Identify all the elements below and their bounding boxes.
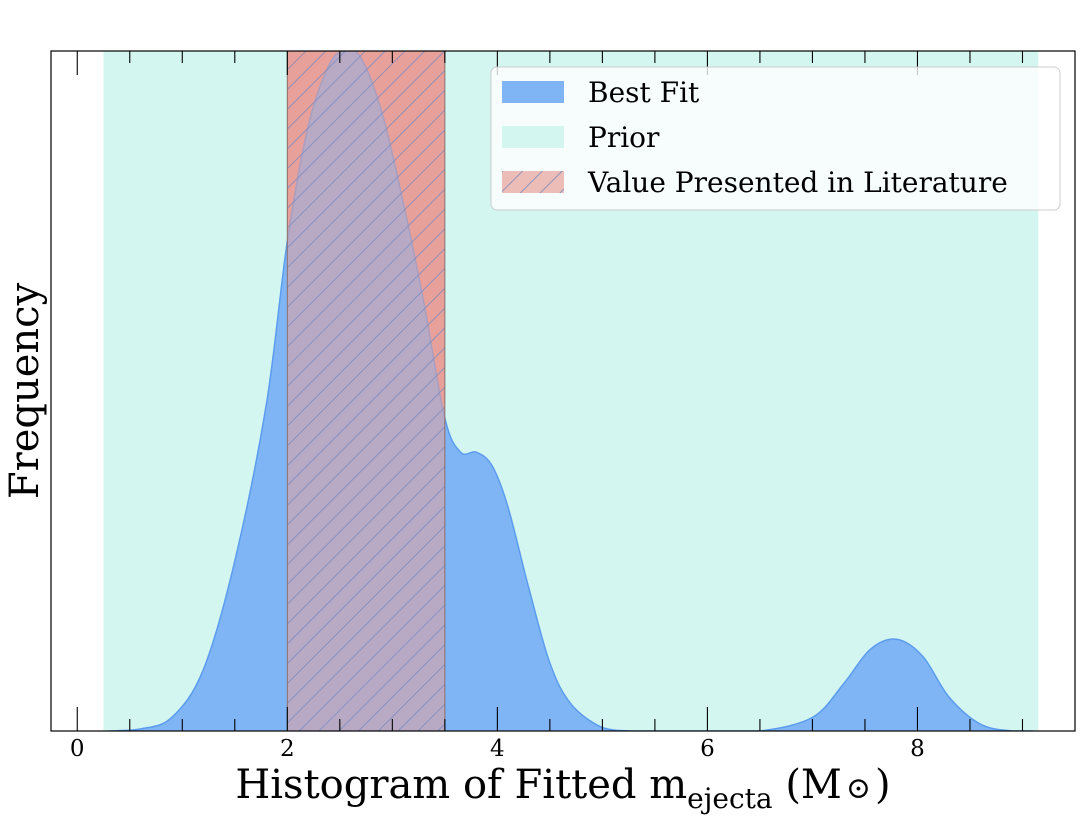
x-tick-label: 2 <box>280 736 295 762</box>
literature-hatch <box>287 51 445 731</box>
legend-label: Prior <box>588 121 660 154</box>
legend: Best Fit Prior Value Presented in Literatu… <box>490 66 1061 211</box>
legend-swatch <box>502 126 564 148</box>
legend-swatch <box>502 81 564 103</box>
x-tick-label: 4 <box>490 736 505 762</box>
x-tick-label: 0 <box>70 736 85 762</box>
y-axis-label: Frequency <box>2 282 48 499</box>
x-tick-label: 6 <box>700 736 715 762</box>
x-axis-label: Histogram of Fitted mejecta (M ⊙) <box>235 762 890 815</box>
best-fit-outline <box>108 51 1033 731</box>
legend-box <box>490 66 1061 211</box>
plot-frame <box>50 50 1076 732</box>
legend-label: Value Presented in Literature <box>587 166 1008 199</box>
legend-label: Best Fit <box>588 76 700 109</box>
legend-swatch-hatch <box>502 171 564 193</box>
x-tick-label: 8 <box>910 736 925 762</box>
